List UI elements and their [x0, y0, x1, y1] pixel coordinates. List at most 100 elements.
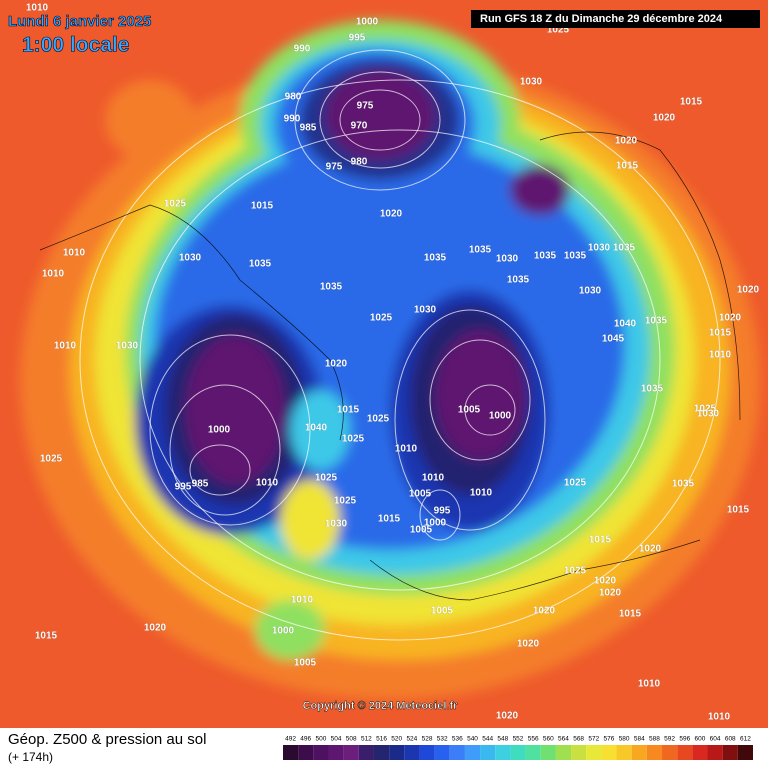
- scale-swatch: [677, 745, 693, 760]
- isobar-label: 1015: [680, 97, 703, 108]
- isobar-label: 1005: [294, 658, 317, 669]
- scale-label: 540: [467, 736, 478, 743]
- isobar-label: 1025: [315, 473, 338, 484]
- forecast-date: Lundi 6 janvier 2025: [8, 13, 151, 30]
- isobar-label: 1020: [719, 313, 742, 324]
- scale-swatch: [510, 745, 526, 760]
- isobar-label: 1025: [367, 414, 390, 425]
- isobar-label: 975: [326, 162, 343, 173]
- scale-label: 580: [619, 736, 630, 743]
- isobar-label: 1010: [42, 269, 65, 280]
- isobar-label: 1030: [579, 286, 602, 297]
- isobar-label: 1030: [414, 305, 437, 316]
- isobar-label: 1035: [424, 253, 447, 264]
- isobar-label: 1005: [458, 405, 481, 416]
- scale-label: 604: [710, 736, 721, 743]
- scale-swatch: [631, 745, 647, 760]
- isobar-label: 1020: [517, 639, 540, 650]
- isobar-label: 1035: [672, 479, 695, 490]
- isobar-label: 1015: [709, 328, 732, 339]
- isobar-label: 1035: [641, 384, 664, 395]
- scale-swatch: [692, 745, 708, 760]
- isobar-label: 1040: [305, 423, 328, 434]
- scale-swatch: [555, 745, 572, 760]
- map-field: [0, 0, 768, 728]
- isobar-label: 1010: [638, 679, 661, 690]
- scale-swatch: [646, 745, 663, 760]
- isobar-label: 1020: [380, 209, 403, 220]
- isobar-label: 1035: [249, 259, 272, 270]
- scale-swatch: [525, 745, 541, 760]
- isobar-label: 1030: [116, 341, 139, 352]
- isobar-label: 1045: [602, 334, 625, 345]
- isobar-label: 1025: [694, 404, 717, 415]
- isobar-label: 1020: [144, 623, 167, 634]
- isobar-label: 995: [349, 33, 366, 44]
- scale-swatch: [662, 745, 678, 760]
- scale-label: 516: [376, 736, 387, 743]
- isobar-label: 1015: [251, 201, 274, 212]
- isobar-label: 1010: [26, 3, 49, 14]
- isobar-label: 975: [357, 101, 374, 112]
- scale-label: 588: [649, 736, 660, 743]
- scale-label: 568: [573, 736, 584, 743]
- scale-swatch: [358, 745, 374, 760]
- scale-swatch: [540, 745, 556, 760]
- scale-label: 504: [331, 736, 342, 743]
- isobar-label: 1015: [727, 505, 750, 516]
- isobar-label: 1025: [564, 566, 587, 577]
- isobar-label: 985: [300, 123, 317, 134]
- scale-label: 532: [437, 736, 448, 743]
- isobar-label: 1035: [320, 282, 343, 293]
- isobar-label: 1025: [342, 434, 365, 445]
- isobar-label: 1030: [179, 253, 202, 264]
- isobar-label: 995: [175, 482, 192, 493]
- scale-swatch: [616, 745, 632, 760]
- scale-swatch: [707, 745, 723, 760]
- isobar-label: 1015: [378, 514, 401, 525]
- isobar-label: 1025: [164, 199, 187, 210]
- isobar-label: 1005: [409, 489, 432, 500]
- isobar-label: 1025: [564, 478, 587, 489]
- isobar-label: 1020: [599, 588, 622, 599]
- isobar-label: 1010: [709, 350, 732, 361]
- isobar-label: 980: [285, 92, 302, 103]
- scale-label: 600: [695, 736, 706, 743]
- color-scale: 492 496 500 504 508 512 516 520 524 528 532 536 540 5…: [283, 736, 753, 760]
- scale-label: 560: [543, 736, 554, 743]
- scale-label: 556: [528, 736, 539, 743]
- isobar-label: 995: [434, 506, 451, 517]
- isobar-label: 990: [284, 114, 301, 125]
- scale-label: 552: [513, 736, 524, 743]
- isobar-label: 1030: [325, 519, 348, 530]
- isobar-label: 1020: [653, 113, 676, 124]
- isobar-label: 1015: [589, 535, 612, 546]
- scale-swatch: [434, 745, 450, 760]
- scale-label: 536: [452, 736, 463, 743]
- scale-swatch: [389, 745, 405, 760]
- copyright: Copyright © 2024 Meteociel.fr: [303, 700, 459, 712]
- isobar-label: 1020: [325, 359, 348, 370]
- isobar-label: 1025: [370, 313, 393, 324]
- isobar-label: 1015: [619, 609, 642, 620]
- scale-label: 572: [588, 736, 599, 743]
- scale-label: 596: [679, 736, 690, 743]
- scale-swatch: [571, 745, 587, 760]
- isobar-label: 1030: [588, 243, 611, 254]
- scale-label: 564: [558, 736, 569, 743]
- scale-swatch: [480, 745, 496, 760]
- isobar-label: 1010: [422, 473, 445, 484]
- scale-label: 576: [604, 736, 615, 743]
- isobar-label: 1035: [507, 275, 530, 286]
- scale-label: 548: [497, 736, 508, 743]
- scale-swatch: [343, 745, 359, 760]
- isobar-label: 1010: [54, 341, 77, 352]
- isobar-label: 1035: [564, 251, 587, 262]
- scale-swatch: [495, 745, 511, 760]
- isobar-label: 1025: [40, 454, 63, 465]
- isobar-label: 1035: [469, 245, 492, 256]
- scale-swatch: [586, 745, 602, 760]
- isobar-label: 1010: [395, 444, 418, 455]
